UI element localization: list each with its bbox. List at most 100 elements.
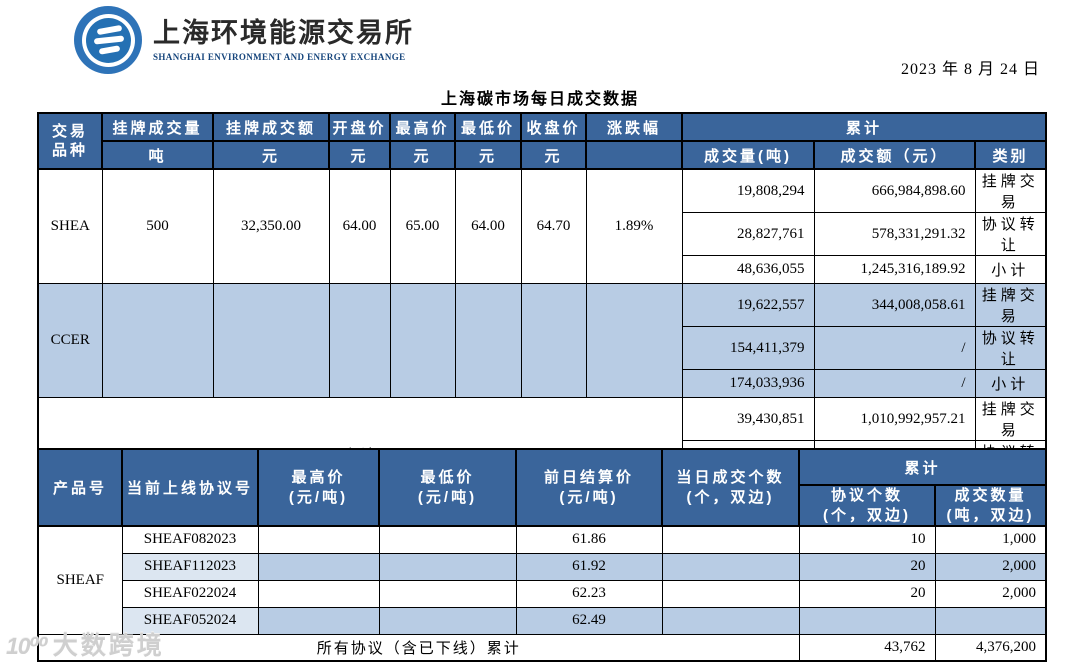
table-row: SHEA 500 32,350.00 64.00 65.00 64.00 64.… [37,168,1047,284]
shea-cum-amount: 666,984,898.60 [813,168,976,213]
agreement-low [378,552,517,581]
table-row: 28,827,761 578,331,291.32 协议转让 [38,212,1047,256]
header-agreement: 当前上线协议号 [121,448,259,527]
ccer-category: 协议转让 [974,326,1047,370]
exchange-logo: 上海环境能源交易所 SHANGHAI ENVIRONMENT AND ENERG… [74,6,414,74]
shea-cum-volume: 48,636,055 [681,255,815,284]
header-unit-yuan: 元 [389,140,456,170]
ccer-cum-amount: / [813,369,976,398]
table-row: CCER 19,622,557 344,008,058.61 挂牌交易 [37,283,1047,398]
header-listed-volume: 挂牌成交量 [101,112,214,142]
header-low-price: 最低价 (元/吨) [378,448,517,527]
table-row: 154,411,379 / 协议转让 [38,326,1047,370]
header-cumulative: 累计 [680,112,1048,142]
agreement-daily-count [661,606,800,635]
agreement-cum-count: 10 [798,525,936,554]
shea-open: 64.00 [328,168,391,284]
ccer-empty-cell [212,283,330,398]
agreement-prev-settle: 62.49 [515,606,663,635]
all-agreements-qty: 4,376,200 [934,633,1047,662]
header-unit-empty [585,140,683,170]
header-high: 最高价 [389,112,456,142]
header-listed-amount: 挂牌成交额 [212,112,330,142]
header-cum-amount: 成交额（元） [813,140,976,170]
shea-cum-amount: 578,331,291.32 [813,212,976,256]
watermark: 10⁰⁰ 大数跨境 [6,626,165,662]
header-change: 涨跌幅 [585,112,683,142]
header-daily-count: 当日成交个数 (个，双边) [661,448,800,527]
shea-high: 65.00 [389,168,456,284]
table-row: 合计 39,430,851 1,010,992,957.21 挂牌交易 [37,397,1047,512]
table-row: SHEAF112023 61.92 20 2,000 [38,552,1047,581]
header-variety: 交易 品种 [37,112,103,170]
agreement-daily-count [661,579,800,608]
header-product: 产品号 [37,448,123,527]
ccer-cum-volume: 154,411,379 [681,326,815,370]
agreement-prev-settle: 62.23 [515,579,663,608]
agreement-id: SHEAF052024 [121,606,259,635]
ccer-cum-amount: 344,008,058.61 [813,283,976,327]
agreement-low [378,525,517,554]
page-title: 上海碳市场每日成交数据 [440,91,639,108]
table-row: SHEAF052024 62.49 [38,606,1047,635]
variety-shea: SHEA [37,168,103,284]
shea-cum-volume: 19,808,294 [681,168,815,213]
shea-category: 协议转让 [974,212,1047,256]
agreement-cum-qty [934,606,1047,635]
header-category: 类别 [973,140,1048,170]
header-prev-settle: 前日结算价 (元/吨) [515,448,663,527]
agreement-low [378,606,517,635]
total-cum-amount: 1,010,992,957.21 [813,397,976,441]
table-row: 48,636,055 1,245,316,189.92 小计 [38,255,1047,284]
ccer-empty-cell [101,283,214,398]
all-agreements-label: 所有协议（含已下线）累计 [37,633,800,662]
agreement-high [257,579,380,608]
agreement-low [378,579,517,608]
shea-close: 64.70 [520,168,587,284]
variety-ccer: CCER [37,283,103,398]
agreement-cum-qty: 2,000 [934,579,1047,608]
agreement-daily-count [661,552,800,581]
header-cum-qty: 成交数量 (吨，双边) [933,484,1048,527]
header-unit-yuan: 元 [520,140,587,170]
sheaf-agreement-table: 产品号 当前上线协议号 最高价 (元/吨) 最低价 (元/吨) 前日结算价 (元… [37,448,1048,662]
header-low: 最低价 [454,112,522,142]
watermark-icon: 10⁰⁰ [6,633,49,659]
ccer-category: 小计 [974,369,1047,398]
shea-cum-amount: 1,245,316,189.92 [813,255,976,284]
agreement-high [257,606,380,635]
shea-listed-volume: 500 [101,168,214,284]
ccer-cum-amount: / [813,326,976,370]
agreement-prev-settle: 61.92 [515,552,663,581]
shea-low: 64.00 [454,168,522,284]
shea-cum-volume: 28,827,761 [681,212,815,256]
ccer-empty-cell [520,283,587,398]
header-close: 收盘价 [520,112,587,142]
report-date: 2023 年 8 月 24 日 [900,61,1040,78]
table-row: 174,033,936 / 小计 [38,369,1047,398]
table-row: 所有协议（含已下线）累计 43,762 4,376,200 [37,633,1047,662]
exchange-emblem-icon [74,6,142,74]
agreement-cum-qty: 1,000 [934,525,1047,554]
total-cum-volume: 39,430,851 [681,397,815,441]
shea-listed-amount: 32,350.00 [212,168,330,284]
header-unit-yuan: 元 [212,140,330,170]
header-cum-count: 协议个数 (个，双边) [798,484,936,527]
agreement-high [257,525,380,554]
agreement-id: SHEAF112023 [121,552,259,581]
ccer-cum-volume: 19,622,557 [681,283,815,327]
all-agreements-count: 43,762 [798,633,936,662]
header-unit-yuan: 元 [454,140,522,170]
agreement-id: SHEAF022024 [121,579,259,608]
ccer-category: 挂牌交易 [974,283,1047,327]
ccer-empty-cell [389,283,456,398]
ccer-empty-cell [585,283,683,398]
brand-name: 上海环境能源交易所 [153,17,414,48]
agreement-daily-count [661,525,800,554]
header-cumulative: 累计 [797,448,1048,486]
agreement-cum-count [798,606,936,635]
table-row: SHEAF SHEAF082023 61.86 10 1,000 [37,525,1047,635]
shea-change: 1.89% [585,168,683,284]
header-unit-yuan: 元 [328,140,391,170]
header-cum-volume: 成交量(吨) [681,140,815,170]
